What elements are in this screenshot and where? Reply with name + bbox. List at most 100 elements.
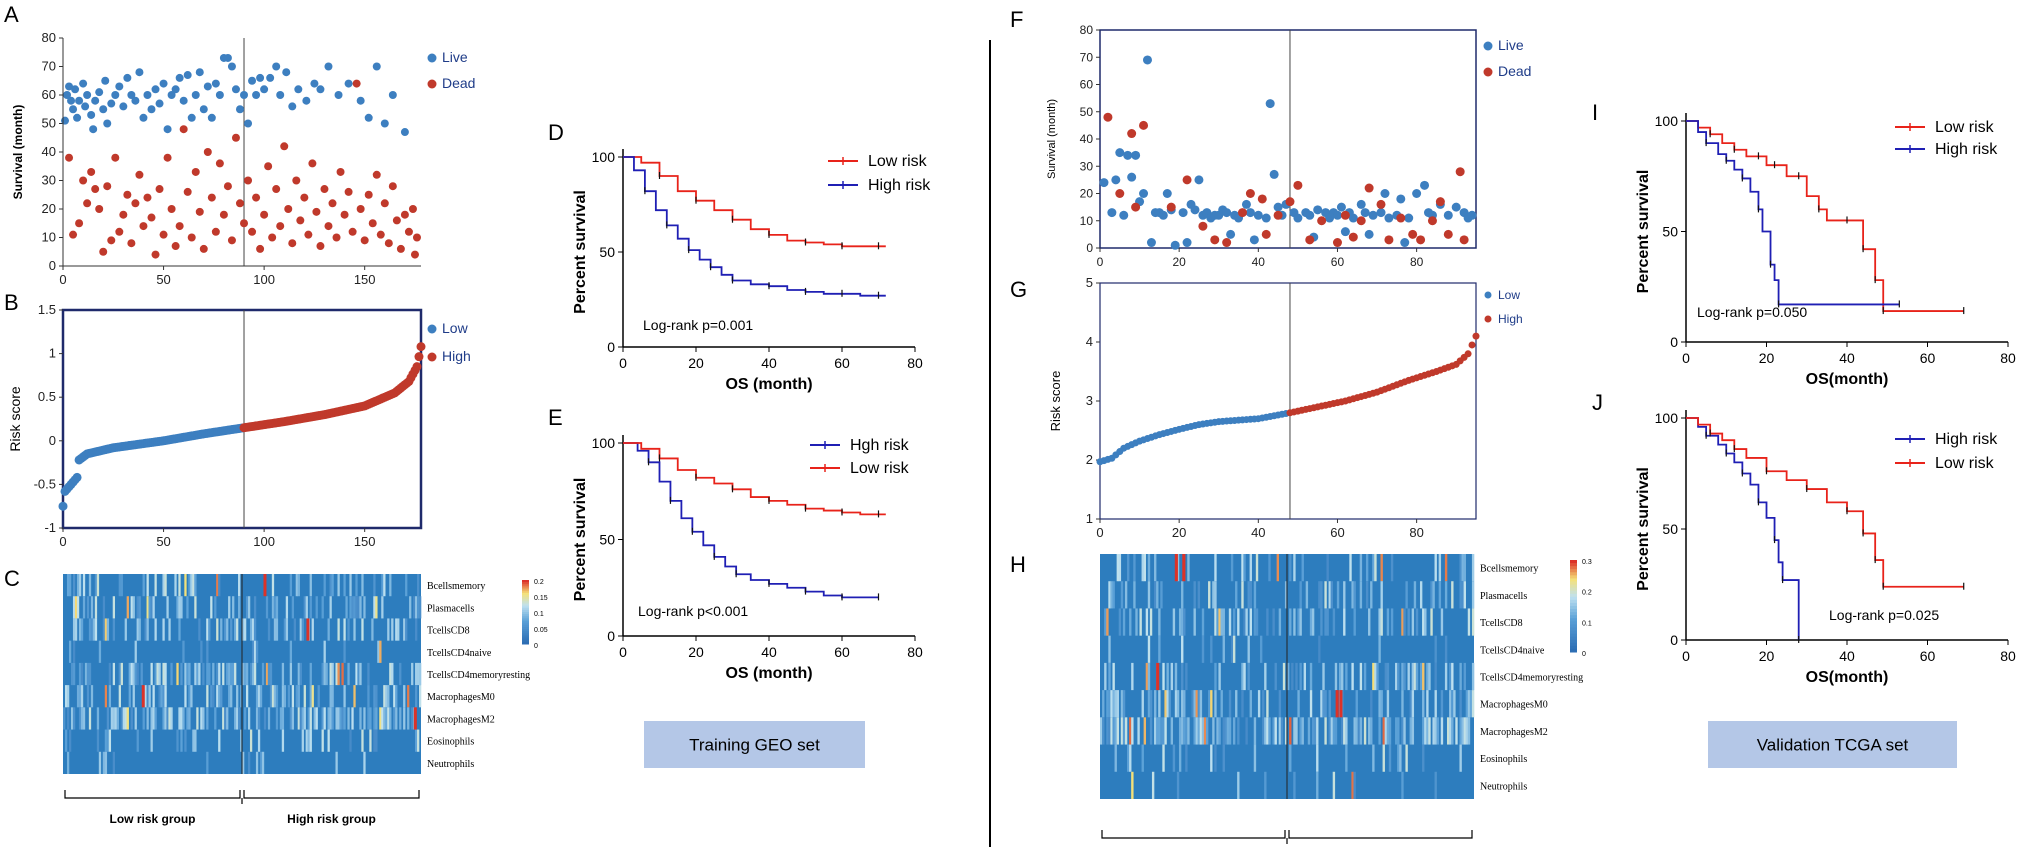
heatmap-cell [1422, 690, 1425, 718]
heatmap-cell [1199, 717, 1203, 745]
dead-point [324, 222, 333, 231]
heatmap-cell [347, 707, 350, 730]
heatmap-cell [142, 574, 145, 597]
heatmap-cell [1247, 635, 1250, 663]
heatmap-cell [238, 707, 241, 730]
heatmap-cell [1293, 554, 1296, 582]
heatmap-cell [1293, 717, 1296, 745]
heatmap-cell [234, 618, 237, 641]
heatmap-cell [238, 574, 241, 597]
heatmap-cell [303, 707, 306, 730]
heatmap-cell [395, 618, 398, 641]
live-point [163, 125, 172, 134]
heatmap-cell [1245, 717, 1248, 745]
heatmap-cell [1299, 717, 1302, 745]
heatmap-cell [369, 729, 372, 752]
dead-point [155, 185, 164, 194]
x-tick-label: 20 [1172, 525, 1186, 540]
colorbar-label: 0.2 [1582, 590, 1592, 597]
heatmap-cell [1243, 554, 1246, 582]
heatmap-cell [1210, 635, 1213, 663]
heatmap-cell [1388, 717, 1392, 745]
heatmap-cell [1158, 608, 1161, 636]
heatmap-cell [261, 662, 265, 686]
high-risk-point [416, 342, 426, 352]
live-point [67, 96, 76, 105]
y-tick-label: 0.5 [38, 389, 56, 404]
y-tick-label: 70 [1080, 50, 1094, 64]
dead-point [1408, 229, 1418, 239]
heatmap-cell [1332, 608, 1336, 636]
heatmap-cell [255, 685, 259, 708]
heatmap-cell [94, 574, 98, 597]
heatmap-cell [335, 751, 338, 774]
dead-point [1416, 235, 1426, 245]
heatmap-cell [1351, 581, 1354, 609]
heatmap-cell [1104, 662, 1107, 691]
panel-letter-h: H [1010, 552, 1026, 577]
colorbar-segment [1570, 569, 1577, 573]
heatmap-cell [1241, 581, 1244, 609]
heatmap-cell [236, 707, 239, 730]
heatmap-cell [206, 707, 209, 730]
heatmap-cell [1378, 635, 1381, 663]
heatmap-cell [1214, 662, 1217, 691]
heatmap-cell [212, 662, 215, 686]
heatmap-cell [1164, 690, 1167, 718]
live-point [1356, 199, 1366, 209]
banner-text: Training GEO set [689, 736, 820, 755]
heatmap-cell [309, 685, 312, 708]
live-point [79, 79, 88, 88]
heatmap-row-label: Bcellsmemory [427, 581, 485, 592]
heatmap-cell [146, 685, 149, 708]
heatmap-cell [1386, 690, 1390, 718]
heatmap-cell [331, 685, 334, 708]
heatmap-cell [335, 707, 338, 730]
heatmap-cell [409, 596, 412, 619]
heatmap-row-label: Eosinophils [427, 737, 474, 748]
legend-marker [427, 53, 437, 63]
heatmap-cell [1372, 662, 1375, 691]
dead-point [1459, 235, 1469, 245]
heatmap-cell [180, 707, 183, 730]
low-risk-point [72, 472, 82, 482]
heatmap-cell [1338, 662, 1342, 691]
heatmap-cell [361, 574, 364, 597]
heatmap-cell [1446, 717, 1450, 745]
heatmap-cell [216, 618, 219, 641]
scatter-panel-b: -1 -0.5 0 0.5 1 1.5 0 50 100 150 Risk score Low High [7, 302, 471, 549]
heatmap-cell [96, 574, 100, 597]
dead-point [223, 182, 232, 191]
heatmap-row-label: Neutrophils [427, 759, 474, 770]
heatmap-cell [1185, 717, 1188, 745]
heatmap-cell [88, 618, 92, 641]
heatmap-cell [158, 685, 161, 708]
heatmap-cell [405, 618, 408, 641]
y-tick-label: 10 [1080, 214, 1094, 228]
dead-point [151, 250, 160, 259]
heatmap-cell [1349, 554, 1352, 582]
heatmap-cell [1176, 690, 1180, 718]
live-point [1170, 240, 1180, 250]
dead-point [244, 176, 253, 185]
dead-point [240, 219, 249, 228]
y-tick-label: 0 [1670, 334, 1678, 350]
heatmap-cell [104, 729, 108, 752]
heatmap-cell [90, 618, 94, 641]
heatmap-cell [132, 685, 135, 708]
heatmap-cell [82, 574, 86, 597]
heatmap-cell [403, 707, 406, 730]
colorbar-segment [1570, 627, 1577, 632]
colorbar-segment [1570, 590, 1577, 595]
live-point [179, 96, 188, 105]
heatmap-cell [419, 685, 422, 708]
heatmap-cell [1378, 608, 1381, 636]
heatmap-cell [309, 574, 312, 597]
heatmap-cell [72, 618, 76, 641]
heatmap-cell [1108, 635, 1111, 663]
live-point [195, 68, 204, 77]
heatmap-cell [222, 707, 225, 730]
heatmap-cell [228, 685, 231, 708]
heatmap-cell [1160, 581, 1163, 609]
heatmap-cell [1444, 554, 1448, 582]
